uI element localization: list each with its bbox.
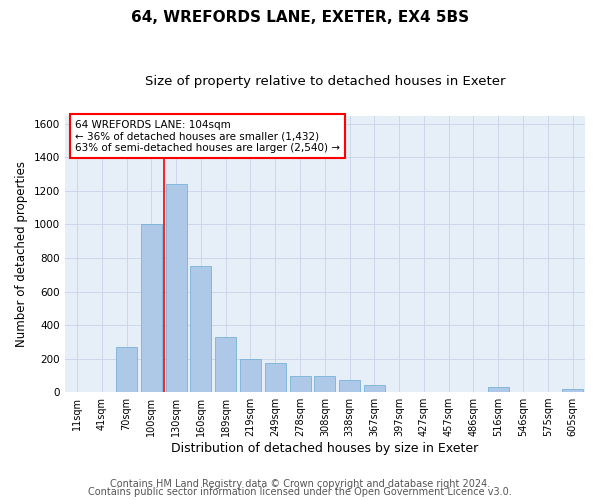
X-axis label: Distribution of detached houses by size in Exeter: Distribution of detached houses by size … (171, 442, 478, 455)
Bar (314, 376, 335, 392)
Bar (339, 380, 360, 392)
Bar (141, 224, 162, 392)
Bar (240, 360, 261, 392)
Bar (116, 347, 137, 392)
Bar (215, 337, 236, 392)
Text: Contains HM Land Registry data © Crown copyright and database right 2024.: Contains HM Land Registry data © Crown c… (110, 479, 490, 489)
Bar (364, 384, 385, 392)
Bar (562, 388, 583, 392)
Bar (265, 363, 286, 392)
Y-axis label: Number of detached properties: Number of detached properties (15, 161, 28, 347)
Bar (190, 266, 211, 392)
Text: Contains public sector information licensed under the Open Government Licence v3: Contains public sector information licen… (88, 487, 512, 497)
Bar (488, 387, 509, 392)
Text: 64, WREFORDS LANE, EXETER, EX4 5BS: 64, WREFORDS LANE, EXETER, EX4 5BS (131, 10, 469, 25)
Title: Size of property relative to detached houses in Exeter: Size of property relative to detached ho… (145, 75, 505, 88)
Text: 64 WREFORDS LANE: 104sqm
← 36% of detached houses are smaller (1,432)
63% of sem: 64 WREFORDS LANE: 104sqm ← 36% of detach… (75, 120, 340, 153)
Bar (290, 376, 311, 392)
Bar (166, 184, 187, 392)
